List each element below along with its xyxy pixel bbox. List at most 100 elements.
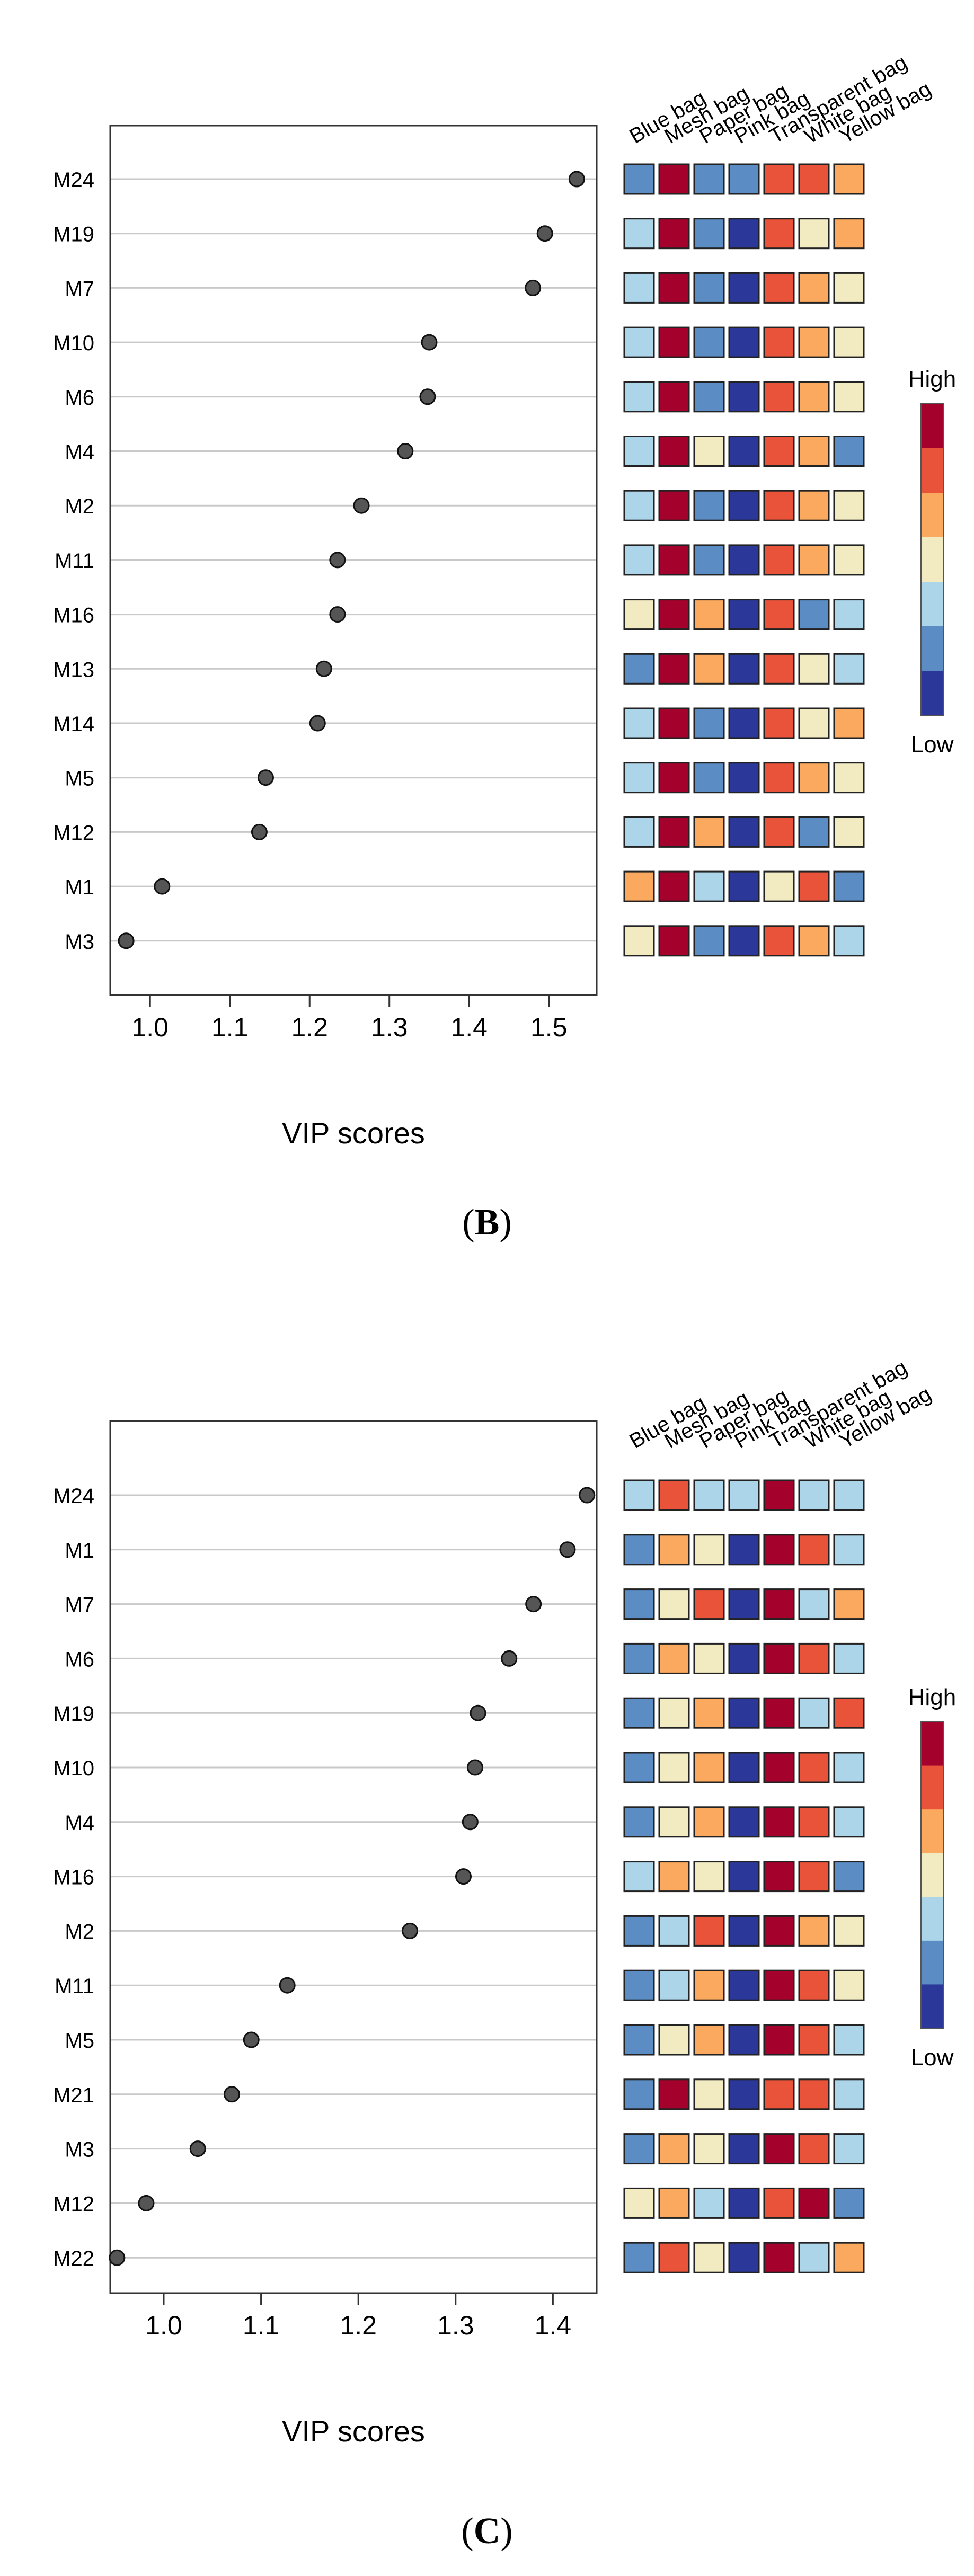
vip-point-m13 [315,660,332,677]
heatmap-cell-m11-5 [798,544,830,576]
heatmap-cell-m11-3 [728,544,760,576]
colorbar-frame [920,1721,944,2029]
colorbar-segment [921,1853,943,1897]
x-tick-label: 1.2 [340,2311,377,2340]
heatmap-cell-m11-2 [693,1969,725,2001]
vip-point-m6 [419,388,436,405]
heatmap-cell-m24-1 [658,1479,690,1511]
metabolite-label-m19: M19 [53,1702,94,1726]
vip-point-m24 [568,171,585,188]
panel-caption-c: (C) [0,2510,974,2553]
heatmap-cell-m16-1 [658,1861,690,1893]
heatmap-cell-m3-5 [798,2133,830,2165]
colorbar-low-label: Low [911,2045,954,2071]
heatmap-cell-m13-5 [798,653,830,685]
heatmap-cell-m21-2 [693,2078,725,2110]
heatmap-cell-m19-0 [623,218,655,250]
vip-point-m19 [470,1704,486,1721]
x-tick-label: 1.4 [450,1012,488,1042]
heatmap-cell-m14-4 [763,707,795,739]
heatmap-cell-m24-2 [693,163,725,195]
heatmap-cell-m13-2 [693,653,725,685]
vip-point-m10 [421,334,438,351]
vip-point-m14 [309,715,326,732]
caption-close-paren: ) [499,1202,512,1243]
heatmap-cell-m6-3 [728,381,760,413]
colorbar-segment [921,1765,943,1810]
heatmap-cell-m4-1 [658,436,690,467]
heatmap-cell-m5-3 [728,762,760,794]
heatmap-cell-m4-6 [833,1806,865,1838]
heatmap-cell-m16-0 [623,1861,655,1893]
metabolite-label-m12: M12 [53,2192,94,2216]
colorbar-segment [921,582,943,627]
heatmap-cell-m7-1 [658,1588,690,1620]
heatmap-cell-m16-5 [798,1861,830,1893]
plot-frame [109,125,598,996]
colorbar-segment [921,404,943,449]
vip-point-m22 [109,2249,126,2266]
metabolite-label-m12: M12 [53,821,94,845]
heatmap-cell-m16-3 [728,599,760,630]
heatmap-cell-m22-5 [798,2242,830,2273]
heatmap-cell-m1-3 [728,1534,760,1566]
panel-b-vip-plot: M24 M19 M7 M10 M6 M4 M2 M11 M16 M13 M14 M5 M12 M1 M3 1.… [0,0,974,1282]
heatmap-cell-m6-6 [833,1642,865,1674]
heatmap-cell-m7-2 [693,1588,725,1620]
heatmap-cell-m2-5 [798,490,830,521]
heatmap-cell-m16-0 [623,599,655,630]
heatmap-cell-m21-4 [763,2078,795,2110]
colorbar-segment [921,1722,943,1766]
heatmap-cell-m19-5 [798,1697,830,1729]
heatmap-cell-m19-6 [833,1697,865,1729]
heatmap-cell-m12-0 [623,816,655,848]
vip-point-m12 [138,2195,155,2211]
heatmap-cell-m2-2 [693,1915,725,1947]
heatmap-cell-m5-2 [693,2024,725,2056]
vip-point-m7 [525,1596,542,1613]
heatmap-cell-m1-6 [833,870,865,902]
heatmap-cell-m3-6 [833,2133,865,2165]
heatmap-cell-m7-4 [763,272,795,304]
x-tick-label: 1.0 [145,2311,182,2340]
heatmap-cell-m11-3 [728,1969,760,2001]
heatmap-cell-m3-3 [728,2133,760,2165]
heatmap-cell-m3-1 [658,2133,690,2165]
caption-letter-b: B [474,1202,500,1243]
heatmap-cell-m12-6 [833,2187,865,2219]
heatmap-cell-m24-5 [798,163,830,195]
heatmap-cell-m16-2 [693,1861,725,1893]
heatmap-cell-m22-1 [658,2242,690,2273]
heatmap-cell-m2-3 [728,490,760,521]
heatmap-cell-m16-5 [798,599,830,630]
heatmap-cell-m6-4 [763,1642,795,1674]
heatmap-cell-m12-1 [658,2187,690,2219]
heatmap-cell-m2-5 [798,1915,830,1947]
x-tick-label: 1.3 [437,2311,474,2340]
metabolite-label-m16: M16 [53,604,94,627]
heatmap-cell-m24-6 [833,163,865,195]
x-tick-label: 1.1 [211,1012,249,1042]
heatmap-cell-m5-4 [763,762,795,794]
heatmap-cell-m4-0 [623,436,655,467]
heatmap-cell-m4-2 [693,436,725,467]
heatmap-cell-m5-3 [728,2024,760,2056]
vip-point-m6 [501,1650,518,1667]
heatmap-cell-m19-1 [658,1697,690,1729]
heatmap-cell-m16-4 [763,599,795,630]
heatmap-cell-m7-2 [693,272,725,304]
metabolite-label-m10: M10 [53,332,94,355]
heatmap-cell-m4-5 [798,1806,830,1838]
heatmap-cell-m24-6 [833,1479,865,1511]
heatmap-cell-m14-3 [728,707,760,739]
heatmap-cell-m24-3 [728,163,760,195]
metabolite-label-m22: M22 [53,2247,94,2270]
heatmap-cell-m2-3 [728,1915,760,1947]
heatmap-cell-m5-0 [623,762,655,794]
heatmap-cell-m4-6 [833,436,865,467]
vip-point-m3 [189,2140,206,2157]
heatmap-cell-m13-1 [658,653,690,685]
heatmap-cell-m24-5 [798,1479,830,1511]
heatmap-cell-m24-1 [658,163,690,195]
heatmap-cell-m10-2 [693,326,725,358]
